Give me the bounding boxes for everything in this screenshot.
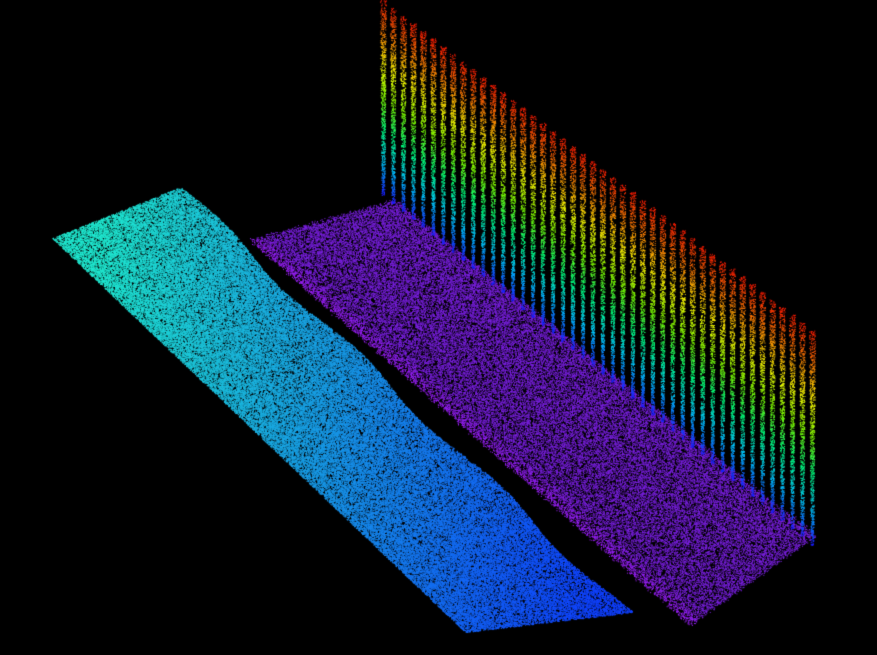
point-cloud-viewport[interactable] bbox=[0, 0, 877, 655]
point-cloud-canvas[interactable] bbox=[0, 0, 877, 655]
